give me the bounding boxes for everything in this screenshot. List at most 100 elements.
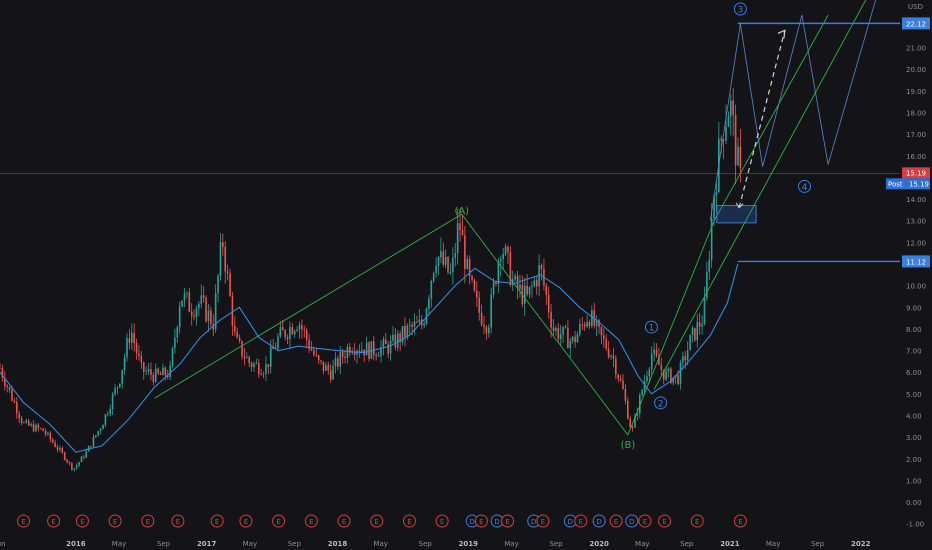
candle-body [603, 335, 605, 339]
candle-body [476, 290, 478, 298]
candle-body [169, 365, 171, 378]
event-letter: E [541, 518, 545, 526]
candle-body [142, 362, 145, 373]
candle-body [90, 445, 92, 447]
candle-body [478, 297, 481, 313]
earnings-event-icon[interactable] [402, 514, 416, 528]
earnings-event-icon[interactable] [733, 514, 747, 528]
candle-body [610, 355, 612, 357]
candle-body [66, 459, 68, 463]
candle-body [71, 463, 73, 470]
candle-body [708, 259, 711, 272]
candle-body [250, 363, 253, 368]
wave-label: 1 [649, 324, 655, 334]
candle-body [92, 437, 95, 447]
earnings-event-icon[interactable] [17, 514, 31, 528]
candle-body [234, 325, 236, 332]
candle-body [25, 420, 28, 423]
earnings-event-icon[interactable] [272, 514, 286, 528]
candle-body [255, 362, 258, 364]
earnings-event-icon[interactable] [108, 514, 122, 528]
candle-body [11, 389, 13, 401]
earnings-event-icon[interactable] [337, 514, 351, 528]
dividend-event-icon[interactable] [625, 514, 639, 528]
candle-body [653, 349, 655, 354]
earnings-event-icon[interactable] [370, 514, 384, 528]
earnings-event-icon[interactable] [474, 514, 488, 528]
candle-body [734, 114, 737, 166]
candle-body [737, 146, 739, 166]
earnings-event-icon[interactable] [638, 514, 652, 528]
earnings-event-icon[interactable] [141, 514, 155, 528]
wave-label-circle [733, 2, 747, 16]
y-tick-label: 4.00 [906, 412, 922, 420]
candle-body [557, 328, 560, 339]
candle-body [658, 355, 660, 365]
candle-body [49, 432, 52, 440]
earnings-event-icon[interactable] [304, 514, 318, 528]
candle-body [140, 356, 143, 363]
candle-body [679, 362, 682, 385]
candle-body [372, 341, 375, 355]
candle-body [39, 428, 42, 429]
candle-body [35, 424, 37, 432]
candle-body [497, 261, 500, 285]
earnings-event-icon[interactable] [690, 514, 704, 528]
event-letter: D [531, 518, 536, 526]
candle-body [591, 310, 593, 327]
candle-body [284, 330, 286, 338]
candle-body [126, 338, 128, 358]
y-tick-label: 5.00 [906, 391, 922, 399]
candle-body [727, 116, 730, 127]
candle-body [166, 375, 169, 378]
candle-body [384, 339, 387, 345]
elliott-wave-line [627, 14, 829, 436]
candle-body [382, 339, 385, 348]
candle-body [243, 356, 246, 359]
earnings-event-icon[interactable] [75, 514, 89, 528]
level-price-label: 22.12 [906, 20, 926, 28]
candle-body [97, 431, 100, 436]
candle-body [200, 295, 203, 304]
dividend-event-icon[interactable] [592, 514, 606, 528]
y-tick-label: 3.00 [906, 434, 922, 442]
candle-body [174, 337, 176, 348]
candle-body [119, 383, 121, 387]
candle-body [641, 390, 643, 396]
earnings-event-icon[interactable] [501, 514, 515, 528]
earnings-event-icon[interactable] [536, 514, 550, 528]
candle-body [236, 331, 239, 338]
earnings-event-icon[interactable] [609, 514, 623, 528]
candle-body [634, 415, 636, 428]
candle-body [430, 281, 433, 299]
earnings-event-icon[interactable] [574, 514, 588, 528]
candle-body [135, 342, 138, 354]
earnings-event-icon[interactable] [239, 514, 253, 528]
candle-body [631, 427, 634, 429]
candle-body [689, 334, 691, 351]
price-axis-panel[interactable] [900, 0, 932, 550]
candle-body [147, 369, 150, 372]
candle-body [116, 386, 119, 389]
candle-body [190, 311, 193, 316]
candle-body [684, 356, 687, 361]
candle-body [598, 320, 600, 327]
earnings-event-icon[interactable] [435, 514, 449, 528]
post-market-label: Post [888, 180, 903, 188]
wave-label: (A) [454, 206, 469, 217]
candle-body [581, 324, 584, 325]
earnings-event-icon[interactable] [210, 514, 224, 528]
candle-body [145, 371, 147, 373]
target-zone-box[interactable] [716, 205, 757, 224]
earnings-event-icon[interactable] [171, 514, 185, 528]
earnings-event-icon[interactable] [658, 514, 672, 528]
event-letter: E [176, 518, 180, 526]
candle-body [47, 432, 49, 435]
event-letter: E [113, 518, 117, 526]
y-tick-label: 7.00 [906, 348, 922, 356]
level-price-label: 11.12 [906, 258, 926, 266]
earnings-event-icon[interactable] [47, 514, 61, 528]
candle-body [483, 324, 485, 328]
